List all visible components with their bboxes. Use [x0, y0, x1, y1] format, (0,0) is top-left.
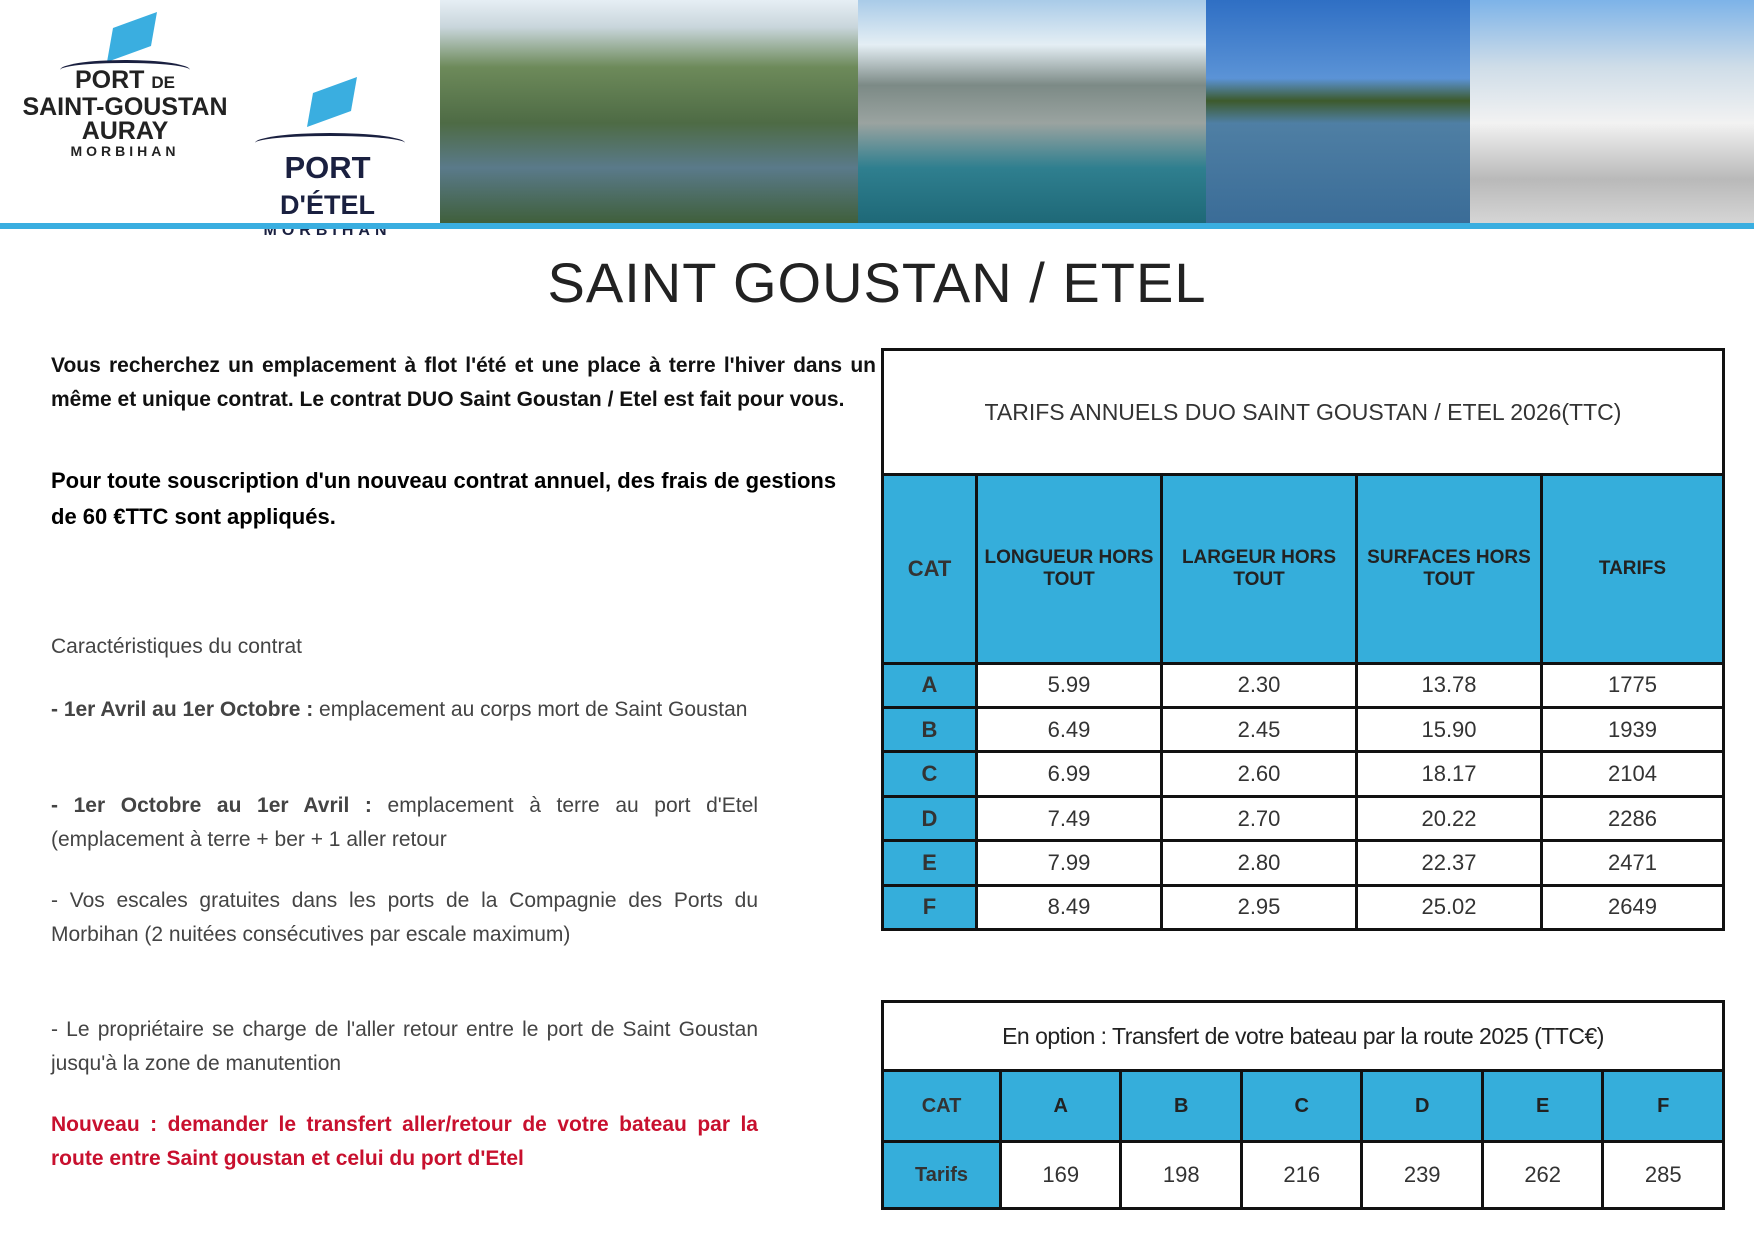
value-cell: 22.37: [1355, 839, 1543, 887]
value-cell: 2.45: [1160, 706, 1358, 754]
value-cell: 285: [1601, 1140, 1725, 1210]
feature-item: - Le propriétaire se charge de l'aller r…: [51, 1018, 758, 1075]
value-cell: 6.49: [975, 706, 1163, 754]
cat-cell: D: [881, 794, 978, 843]
header-width: LARGEUR HORS TOUT: [1160, 473, 1358, 665]
value-cell: 2286: [1540, 794, 1725, 843]
value-cell: 216: [1239, 1140, 1364, 1210]
transfer-option-table: En option : Transfert de votre bateau pa…: [881, 1000, 1725, 1210]
cat-cell: C: [881, 750, 978, 798]
news-text: Nouveau : demander le transfert aller/re…: [51, 1113, 758, 1170]
feature-item: - 1er Octobre au 1er Avril : emplacement…: [51, 794, 758, 851]
cat-cell: F: [881, 883, 978, 932]
value-cell: 1775: [1540, 661, 1725, 710]
value-cell: 15.90: [1355, 706, 1543, 754]
feature-item: - Vos escales gratuites dans les ports d…: [51, 889, 758, 946]
header-cell: A: [998, 1069, 1123, 1143]
table-title: En option : Transfert de votre bateau pa…: [881, 1000, 1725, 1072]
value-cell: 2.70: [1160, 794, 1358, 843]
header-cell: E: [1480, 1069, 1605, 1143]
table-title: TARIFS ANNUELS DUO SAINT GOUSTAN / ETEL …: [881, 347, 1725, 477]
value-cell: 6.99: [975, 750, 1163, 798]
table-row: B 6.49 2.45 15.90 1939: [881, 706, 1725, 754]
value-cell: 8.49: [975, 883, 1163, 932]
value-cell: 198: [1119, 1140, 1243, 1210]
header-length: LONGUEUR HORS TOUT: [975, 473, 1163, 665]
header-tariff: TARIFS: [1540, 473, 1725, 665]
photo-moored-boats: [1206, 0, 1470, 224]
value-cell: 2649: [1540, 883, 1725, 932]
header-divider: [0, 223, 1754, 229]
table-row: F 8.49 2.95 25.02 2649: [881, 883, 1725, 932]
value-cell: 2471: [1540, 839, 1725, 887]
value-cell: 2.95: [1160, 883, 1358, 932]
header-cell: CAT: [881, 1069, 1002, 1143]
flag-icon: [107, 11, 157, 63]
cat-cell: B: [881, 706, 978, 754]
page-title: SAINT GOUSTAN / ETEL: [547, 251, 1207, 314]
logo-saint-goustan: PORT DE SAINT-GOUSTAN AURAY MORBIHAN: [10, 11, 240, 159]
feature-item: - 1er Avril au 1er Octobre : emplacement…: [51, 698, 748, 721]
value-cell: 25.02: [1355, 883, 1543, 932]
value-cell: 7.49: [975, 794, 1163, 843]
table-row: D 7.49 2.70 20.22 2286: [881, 794, 1725, 843]
photo-boat-on-trailer: [1470, 0, 1754, 224]
header-cat: CAT: [881, 473, 978, 665]
value-cell: 2.60: [1160, 750, 1358, 798]
annual-tariffs-table: TARIFS ANNUELS DUO SAINT GOUSTAN / ETEL …: [881, 347, 1725, 932]
value-cell: 5.99: [975, 661, 1163, 710]
value-cell: 239: [1360, 1140, 1484, 1210]
aerial-photo-saint-goustan: [440, 0, 858, 224]
value-cell: 7.99: [975, 839, 1163, 887]
table-row: C 6.99 2.60 18.17 2104: [881, 750, 1725, 798]
value-cell: 169: [998, 1140, 1123, 1210]
value-cell: 2.30: [1160, 661, 1358, 710]
value-cell: 13.78: [1355, 661, 1543, 710]
value-cell: 2.80: [1160, 839, 1358, 887]
header-banner: PORT DE SAINT-GOUSTAN AURAY MORBIHAN POR…: [0, 0, 1754, 239]
cat-cell: A: [881, 661, 978, 710]
header-cell: D: [1360, 1069, 1484, 1143]
header-cell: F: [1601, 1069, 1725, 1143]
fees-text: Pour toute souscription d'un nouveau con…: [51, 468, 837, 529]
table-row: A 5.99 2.30 13.78 1775: [881, 661, 1725, 710]
header-cell: C: [1239, 1069, 1364, 1143]
cat-cell: E: [881, 839, 978, 887]
value-cell: 262: [1480, 1140, 1605, 1210]
value-cell: 20.22: [1355, 794, 1543, 843]
table-row: E 7.99 2.80 22.37 2471: [881, 839, 1725, 887]
features-title: Caractéristiques du contrat: [51, 635, 302, 658]
value-cell: 1939: [1540, 706, 1725, 754]
logo-etel: PORT D'ÉTEL MORBIHAN: [235, 76, 420, 240]
header-surface: SURFACES HORS TOUT: [1355, 473, 1543, 665]
header-cell: B: [1119, 1069, 1243, 1143]
value-cell: 18.17: [1355, 750, 1543, 798]
row-label: Tarifs: [881, 1140, 1002, 1210]
value-cell: 2104: [1540, 750, 1725, 798]
aerial-photo-etel: [858, 0, 1206, 224]
flag-icon: [307, 76, 357, 128]
intro-text: Vous recherchez un emplacement à flot l'…: [51, 354, 876, 411]
